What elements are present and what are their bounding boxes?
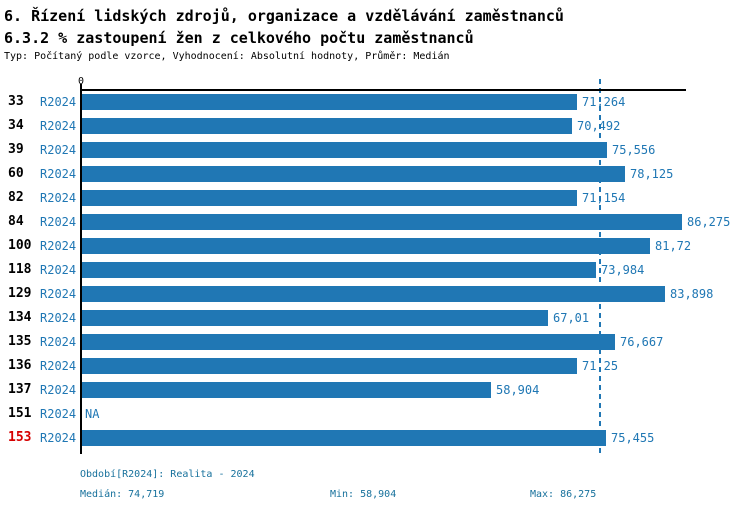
- row-period-label: R2024: [40, 191, 77, 205]
- bar: [82, 358, 577, 374]
- row-period-label: R2024: [40, 431, 77, 445]
- row-period-label: R2024: [40, 335, 77, 349]
- bar-value-label: 75,455: [611, 431, 655, 445]
- row-period-label: R2024: [40, 143, 77, 157]
- footer-max-stat: Max: 86,275: [530, 489, 597, 500]
- bar: [82, 382, 491, 398]
- row-id-label: 39: [8, 142, 24, 157]
- chart-row: 135 R2024 76,667: [0, 334, 750, 350]
- row-period-label: R2024: [40, 239, 77, 253]
- row-id-label: 118: [8, 262, 32, 277]
- chart-row: 60 R2024 78,125: [0, 166, 750, 182]
- bar-value-label: 71,25: [582, 359, 619, 373]
- chart-row: 134 R2024 67,01: [0, 310, 750, 326]
- row-id-label: 34: [8, 118, 24, 133]
- x-axis-zero-tick-label: 0: [77, 76, 85, 87]
- chart-row: 153 R2024 75,455: [0, 430, 750, 446]
- chart-row: 84 R2024 86,275: [0, 214, 750, 230]
- row-period-label: R2024: [40, 119, 77, 133]
- chart-row: 129 R2024 83,898: [0, 286, 750, 302]
- row-id-label: 151: [8, 406, 32, 421]
- bar: [82, 94, 577, 110]
- bar-value-label: 71,154: [582, 191, 626, 205]
- bar: [82, 238, 650, 254]
- row-id-label: 84: [8, 214, 24, 229]
- chart-row: 39 R2024 75,556: [0, 142, 750, 158]
- row-id-label: 153: [8, 430, 32, 445]
- chart-row: 82 R2024 71,154: [0, 190, 750, 206]
- bar-value-label: 81,72: [655, 239, 692, 253]
- bar-value-label: 75,556: [612, 143, 656, 157]
- row-period-label: R2024: [40, 263, 77, 277]
- bar-value-label: 70,492: [577, 119, 621, 133]
- footer-period-info: Období[R2024]: Realita - 2024: [80, 469, 255, 480]
- row-id-label: 136: [8, 358, 32, 373]
- chart-row: 100 R2024 81,72: [0, 238, 750, 254]
- bar-value-label: 86,275: [687, 215, 731, 229]
- bar-value-label: 78,125: [630, 167, 674, 181]
- footer-min-stat: Min: 58,904: [330, 489, 397, 500]
- bar: [82, 214, 682, 230]
- row-period-label: R2024: [40, 167, 77, 181]
- row-period-label: R2024: [40, 215, 77, 229]
- bar-value-label: 83,898: [670, 287, 714, 301]
- bar-value-label: 67,01: [553, 311, 590, 325]
- bar-chart-area: 33 R2024 71,264 34 R2024 70,492 39 R2024 75,556 6…: [0, 94, 750, 446]
- row-id-label: 60: [8, 166, 24, 181]
- bar-value-label: 73,984: [601, 263, 645, 277]
- bar-value-label: 71,264: [582, 95, 626, 109]
- chart-row: 33 R2024 71,264: [0, 94, 750, 110]
- row-period-label: R2024: [40, 95, 77, 109]
- row-period-label: R2024: [40, 311, 77, 325]
- chart-subtitle: 6.3.2 % zastoupení žen z celkového počtu…: [4, 29, 474, 47]
- bar: [82, 118, 572, 134]
- page-title: 6. Řízení lidských zdrojů, organizace a …: [4, 7, 564, 25]
- chart-row: 136 R2024 71,25: [0, 358, 750, 374]
- row-period-label: R2024: [40, 287, 77, 301]
- bar: [82, 262, 596, 278]
- bar-value-label: 76,667: [620, 335, 664, 349]
- bar: [82, 430, 606, 446]
- row-id-label: 33: [8, 94, 24, 109]
- row-id-label: 137: [8, 382, 32, 397]
- row-period-label: R2024: [40, 359, 77, 373]
- row-id-label: 135: [8, 334, 32, 349]
- chart-meta-info: Typ: Počítaný podle vzorce, Vyhodnocení:…: [4, 51, 450, 62]
- chart-row: 118 R2024 73,984: [0, 262, 750, 278]
- footer-median-stat: Medián: 74,719: [80, 489, 165, 500]
- bar: [82, 286, 665, 302]
- row-id-label: 82: [8, 190, 24, 205]
- bar: [82, 310, 548, 326]
- bar: [82, 334, 615, 350]
- chart-row: 34 R2024 70,492: [0, 118, 750, 134]
- row-id-label: 100: [8, 238, 32, 253]
- y-axis-line: [80, 84, 82, 454]
- row-period-label: R2024: [40, 407, 77, 421]
- median-reference-line: [599, 79, 601, 455]
- chart-row: 137 R2024 58,904: [0, 382, 750, 398]
- bar-value-label: 58,904: [496, 383, 540, 397]
- row-period-label: R2024: [40, 383, 77, 397]
- bar: [82, 190, 577, 206]
- chart-row: 151 R2024 NA: [0, 406, 750, 422]
- x-axis-line: [80, 89, 686, 91]
- row-id-label: 134: [8, 310, 32, 325]
- bar-value-label: NA: [85, 407, 100, 421]
- row-id-label: 129: [8, 286, 32, 301]
- bar: [82, 166, 625, 182]
- bar: [82, 142, 607, 158]
